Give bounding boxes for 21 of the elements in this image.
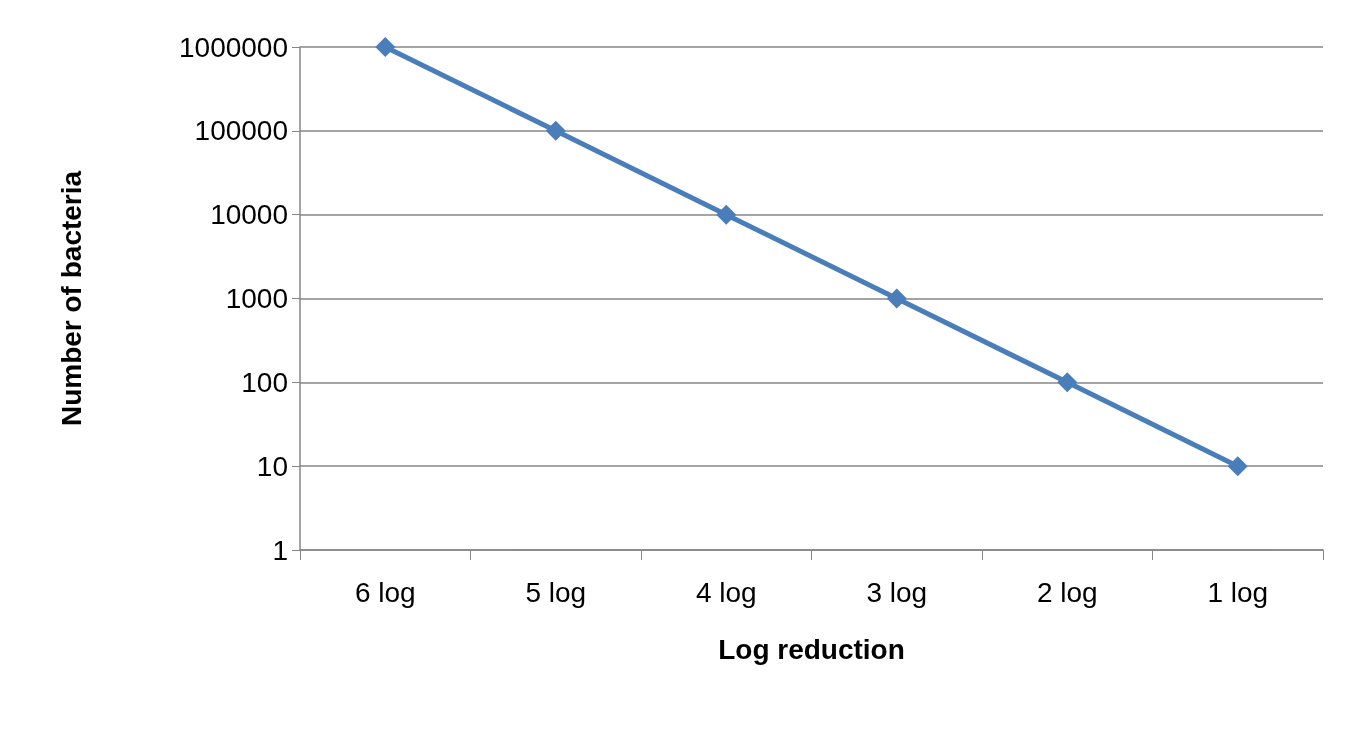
point bbox=[716, 204, 737, 225]
y-tick-label: 10 bbox=[256, 450, 288, 482]
x-tick-label: 3 log bbox=[866, 576, 928, 608]
x-tick-label: 6 log bbox=[354, 576, 416, 608]
y-axis-title: Number of bacteria bbox=[55, 170, 87, 427]
x-axis-title: Log reduction bbox=[718, 633, 905, 665]
point bbox=[1057, 372, 1078, 393]
y-tick-label: 10000 bbox=[210, 199, 288, 231]
point bbox=[545, 120, 566, 141]
y-tick-label: 1000 bbox=[225, 283, 288, 314]
x-tick-label: 4 log bbox=[695, 576, 757, 608]
y-tick-label: 100 bbox=[241, 366, 288, 398]
x-tick-label: 2 log bbox=[1036, 576, 1098, 608]
x-tick-label: 5 log bbox=[525, 576, 587, 608]
y-tick-label: 100000 bbox=[194, 115, 288, 147]
point bbox=[1227, 456, 1248, 477]
point bbox=[375, 37, 396, 57]
point bbox=[886, 288, 907, 309]
x-tick-label: 1 log bbox=[1207, 576, 1269, 608]
y-tick-label: 1 bbox=[272, 534, 288, 566]
y-tick-label: 1000000 bbox=[178, 31, 288, 63]
